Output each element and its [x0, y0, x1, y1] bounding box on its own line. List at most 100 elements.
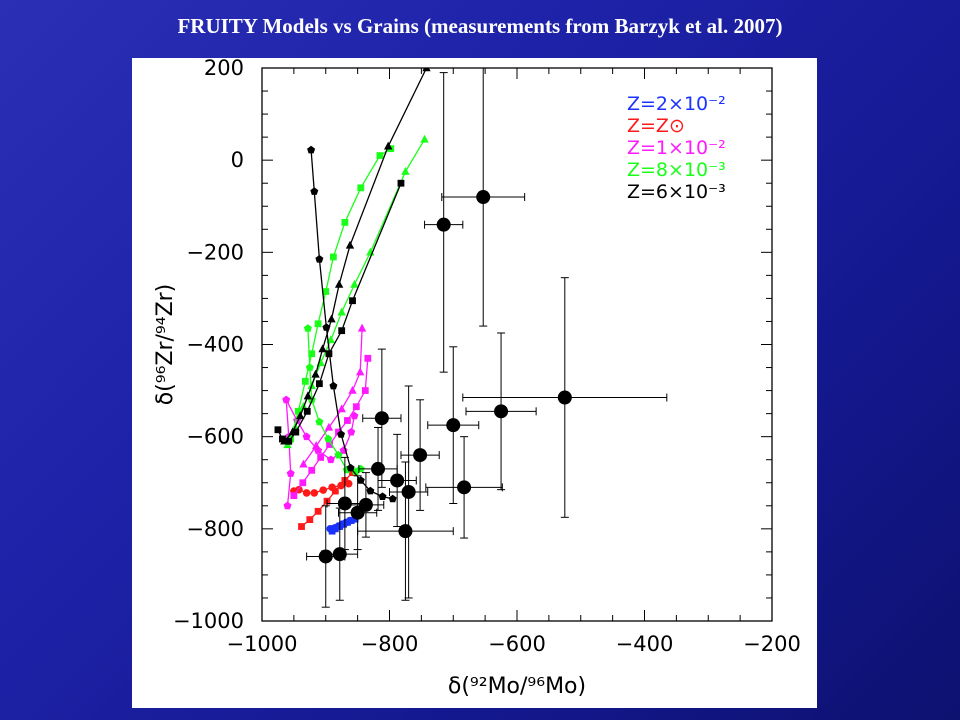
legend-entry: Z=8×10⁻³ — [627, 159, 726, 181]
data-point-square — [299, 479, 307, 487]
data-point-triangle — [280, 436, 289, 445]
data-point-pentagon — [302, 432, 311, 441]
data-point-triangle — [288, 427, 297, 436]
x-tick-label: −200 — [743, 632, 801, 656]
grain-point — [446, 418, 461, 433]
y-tick-label: 200 — [204, 58, 244, 80]
data-point-square — [317, 454, 325, 461]
grain-point — [476, 190, 491, 205]
x-tick-label: −1000 — [226, 632, 297, 656]
data-point-square — [331, 487, 339, 495]
grain-point — [494, 404, 509, 419]
grain-point — [436, 217, 451, 232]
data-point-triangle — [324, 422, 334, 431]
data-point-pentagon — [378, 492, 387, 500]
data-point-pentagon — [315, 417, 324, 426]
data-point-pentagon — [307, 145, 316, 154]
x-tick-label: −800 — [361, 632, 419, 656]
y-tick-label: −1000 — [173, 609, 244, 633]
data-point-pentagon — [366, 486, 375, 495]
data-point-triangle — [345, 240, 355, 249]
data-point-square — [335, 428, 342, 436]
data-point-square — [314, 320, 322, 328]
y-tick-label: −600 — [186, 425, 244, 449]
chart-axes: −1000 −800 −600 −400 −200 200 0 −200 −400 −600 −80… — [153, 56, 801, 699]
data-point-pentagon — [350, 411, 359, 420]
grain-point — [557, 390, 572, 405]
data-point-pentagon — [303, 324, 312, 332]
data-point-circle — [344, 479, 353, 488]
grain-point — [374, 411, 389, 426]
data-point-circle — [310, 489, 319, 497]
y-tick-label: 0 — [231, 148, 244, 172]
grain-point — [332, 547, 347, 562]
data-point-circle — [328, 483, 336, 492]
data-point-square — [279, 435, 286, 443]
data-point-pentagon — [326, 455, 335, 464]
data-point-square — [376, 152, 384, 159]
data-point-square — [338, 327, 346, 335]
series-line — [310, 149, 393, 500]
data-point-triangle — [355, 367, 365, 376]
data-point-triangle — [311, 369, 320, 378]
data-point-pentagon — [324, 434, 333, 443]
grain-point — [457, 480, 472, 495]
grain-point — [318, 549, 333, 564]
legend-entry: Z=6×10⁻³ — [627, 181, 726, 203]
grain-point — [401, 484, 416, 499]
data-point-pentagon — [282, 395, 291, 404]
data-point-square — [330, 253, 337, 261]
data-point-square — [308, 466, 316, 474]
data-point-square — [285, 437, 293, 445]
grain-point — [413, 448, 428, 463]
data-point-square — [301, 377, 309, 385]
grain-point — [371, 461, 386, 476]
data-point-pentagon — [315, 255, 324, 263]
grain-point — [390, 473, 405, 488]
data-point-triangle — [350, 279, 359, 288]
data-point-square — [344, 417, 351, 424]
data-point-square — [303, 407, 311, 415]
data-point-square — [361, 387, 369, 394]
data-point-square — [314, 507, 322, 515]
data-point-circle — [302, 489, 311, 497]
data-point-triangle — [303, 391, 313, 400]
data-point-pentagon — [334, 450, 343, 459]
data-point-square — [341, 218, 349, 226]
y-tick-label: −800 — [186, 517, 244, 541]
legend-entry: Z=Z⊙ — [627, 115, 685, 137]
data-point-triangle — [337, 404, 346, 413]
data-point-triangle — [318, 344, 327, 353]
data-point-square — [364, 354, 372, 362]
grain-point — [350, 505, 365, 520]
data-point-triangle — [401, 166, 410, 175]
x-axis-label: δ(⁹²Mo/⁹⁶Mo) — [448, 674, 586, 699]
data-point-square — [315, 380, 323, 388]
data-point-pentagon — [314, 446, 323, 454]
data-point-square — [349, 297, 356, 305]
data-point-pentagon — [329, 381, 338, 390]
data-point-circle — [319, 486, 327, 494]
scatter-chart: −1000 −800 −600 −400 −200 200 0 −200 −400 −600 −80… — [153, 56, 801, 699]
data-point-pentagon — [347, 427, 356, 436]
data-point-triangle — [384, 141, 393, 150]
data-point-square — [357, 184, 365, 192]
x-tick-label: −400 — [616, 632, 674, 656]
data-point-circle — [346, 516, 354, 525]
data-point-square — [325, 350, 333, 358]
data-point-triangle — [299, 459, 308, 468]
data-point-square — [352, 403, 360, 411]
chart-marks — [274, 68, 668, 608]
grain-point — [337, 496, 352, 511]
chart-legend: Z=2×10⁻²Z=Z⊙Z=1×10⁻²Z=8×10⁻³Z=6×10⁻³ — [627, 93, 726, 203]
data-point-square — [294, 407, 302, 415]
data-point-triangle — [357, 323, 367, 332]
data-point-triangle — [334, 279, 344, 288]
data-point-pentagon — [310, 187, 319, 195]
data-point-pentagon — [337, 430, 345, 438]
data-point-pentagon — [283, 501, 292, 510]
data-point-square — [326, 441, 333, 448]
data-point-triangle — [327, 314, 336, 323]
data-point-pentagon — [305, 363, 314, 371]
data-point-triangle — [296, 411, 305, 420]
